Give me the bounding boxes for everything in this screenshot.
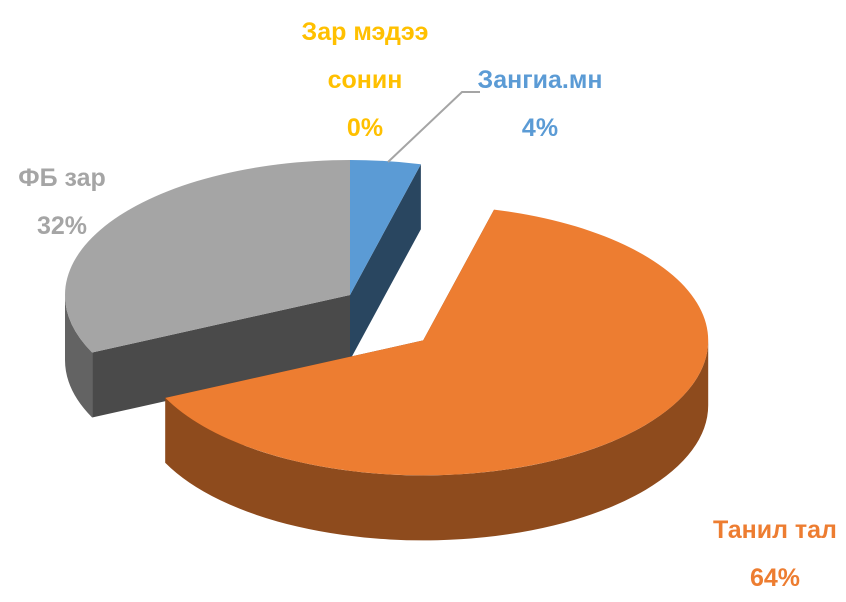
label-name: ФБ зар <box>18 164 106 192</box>
label-value: 32% <box>36 212 88 240</box>
label-value: 0% <box>346 114 384 142</box>
slice-wall <box>350 164 421 360</box>
data-label: Зангиа.мн 4% <box>440 56 640 152</box>
slice-side <box>165 340 709 541</box>
slice-wall <box>92 295 350 418</box>
label-name: Зангиа.мн <box>477 66 603 94</box>
label-name: Зар мэдээ сонин <box>301 18 429 94</box>
data-label: ФБ зар 32% <box>0 154 162 250</box>
slice <box>350 160 421 295</box>
label-value: 4% <box>521 114 559 142</box>
leader-line <box>387 91 480 163</box>
slice <box>165 209 709 476</box>
slice-side <box>65 295 93 418</box>
label-value: 64% <box>749 564 801 592</box>
label-name: Танил тал <box>713 516 837 544</box>
slice <box>65 160 350 353</box>
slices <box>65 160 709 541</box>
data-label: Зар мэдээ сонин 0% <box>290 8 440 152</box>
data-label: Танил тал 64% <box>675 506 846 602</box>
